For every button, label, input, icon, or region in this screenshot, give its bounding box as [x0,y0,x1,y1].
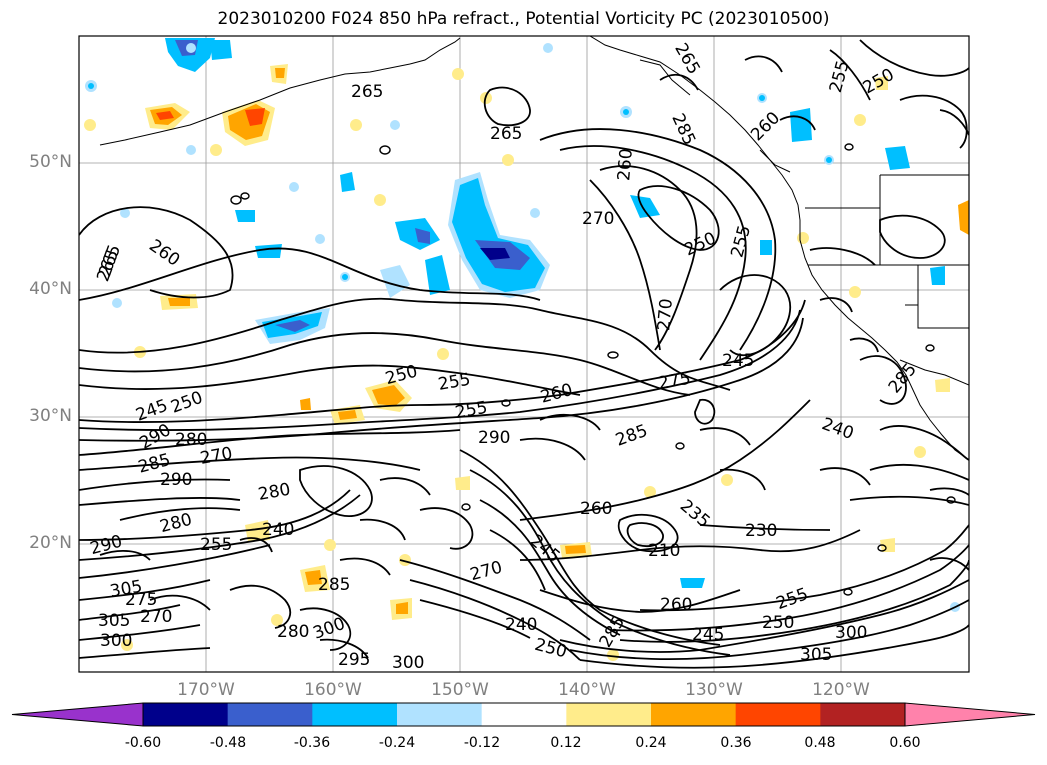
contour-label: 295 [338,650,370,670]
lon-label-170w: 170°W [177,680,235,700]
colorbar-tick-label: -0.36 [293,735,331,751]
contour-label: 300 [392,653,424,673]
colorbar-tick-label: 0.48 [804,735,836,751]
colorbar-tick-label: 0.36 [720,735,752,751]
colorbar-tick-label: 0.24 [635,735,667,751]
contour-label: 250 [762,613,794,633]
coastlines [99,36,969,461]
contour-label: 260 [580,499,612,519]
lon-label-130w: 130°W [685,680,743,700]
contour-label: 265 [351,82,383,102]
colorbar-swatch [820,703,906,726]
colorbar-swatch [397,703,483,726]
lon-label-150w: 150°W [431,680,489,700]
lon-label-160w: 160°W [304,680,362,700]
contour-label: 260 [660,595,692,615]
colorbar-tick-label: -0.60 [124,735,162,751]
small-contour-loops [230,143,956,596]
colorbar-tick-label: -0.48 [209,735,247,751]
contour-label: 300 [100,631,132,651]
map-title: 2023010200 F024 850 hPa refract., Potent… [217,9,830,29]
contour-label: 230 [745,521,777,541]
colorbar-tick-label: 0.12 [550,735,582,751]
refractivity-contours [79,39,969,669]
contour-label: 280 [277,622,309,642]
map-plot: 265 265 265 255 250 260 285 260 270 250 … [78,35,970,673]
contour-label: 260 [614,148,637,182]
colorbar-swatch [566,703,652,726]
colorbar-swatch [312,703,398,726]
contour-label: 270 [654,298,677,332]
colorbar-tick-label: -0.12 [463,735,501,751]
colorbar-extend-min [11,702,144,727]
lat-label-30n: 30°N [29,406,72,426]
contour-label: 305 [98,611,130,631]
contour-label: 270 [140,607,172,627]
contour-label: 255 [200,535,232,555]
lat-label-50n: 50°N [29,152,72,172]
contour-label: 300 [835,623,867,643]
contour-label: 280 [175,430,207,450]
pv-shading [84,38,969,661]
colorbar-swatch [227,703,313,726]
contour-label: 290 [478,428,510,448]
colorbar-tick-label: 0.60 [889,735,921,751]
colorbar-swatch [735,703,821,726]
contour-label: 270 [582,209,614,229]
lon-label-120w: 120°W [812,680,870,700]
colorbar-tick-label: -0.24 [378,735,416,751]
lon-label-140w: 140°W [558,680,616,700]
colorbar-frame [142,702,906,727]
lat-label-40n: 40°N [29,279,72,299]
contour-label: 265 [490,124,522,144]
lat-label-20n: 20°N [29,533,72,553]
contour-label: 285 [318,575,350,595]
contour-label: 210 [648,541,680,561]
colorbar-swatch [481,703,567,726]
contour-label: 290 [160,470,192,490]
contour-label: 240 [262,520,294,540]
colorbar-swatches [11,702,1036,727]
colorbar-swatch [651,703,737,726]
contour-label: 305 [800,645,832,665]
contour-label: 240 [505,615,537,635]
map-frame [78,35,970,673]
contour-label: 275 [125,590,157,610]
colorbar-extend-max [904,702,1036,727]
contour-label: 245 [722,351,754,371]
colorbar-swatch [143,703,229,726]
contour-label: 245 [692,625,724,645]
